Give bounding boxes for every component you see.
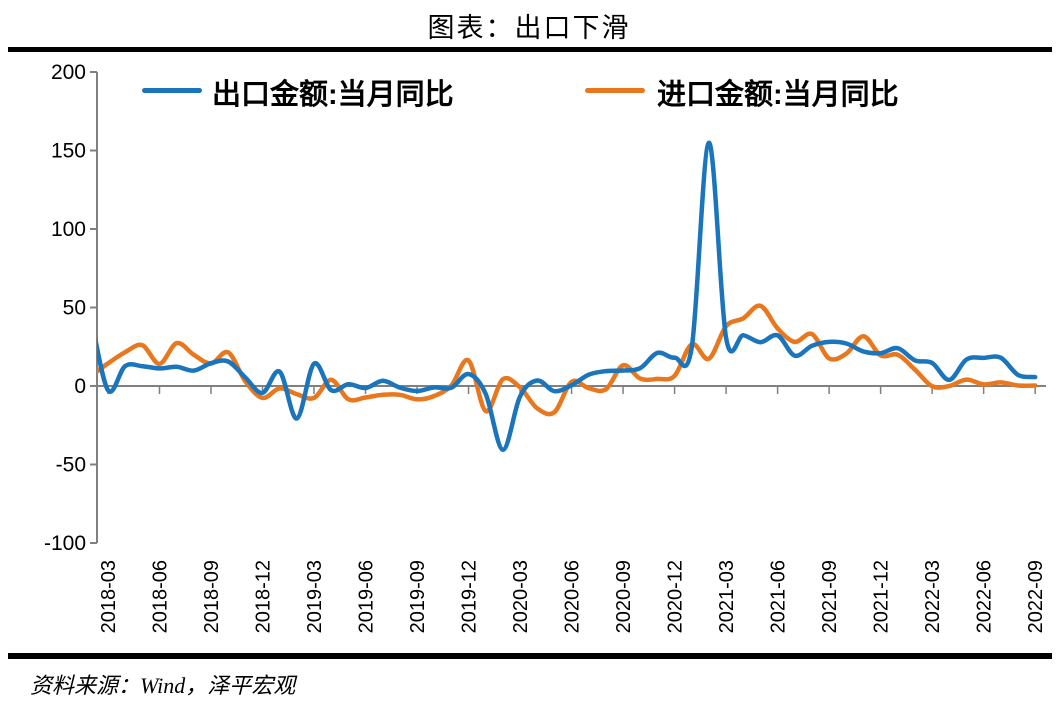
top-divider bbox=[8, 47, 1052, 52]
x-tick-label: 2018-06 bbox=[149, 560, 171, 633]
y-tick-label: 0 bbox=[74, 375, 86, 398]
series-line-import bbox=[97, 303, 1038, 417]
x-tick-label: 2020-03 bbox=[510, 560, 532, 633]
source-note: 资料来源：Wind，泽平宏观 bbox=[30, 673, 296, 698]
y-tick-label: 50 bbox=[63, 297, 86, 320]
x-tick-label: 2020-09 bbox=[613, 560, 635, 633]
x-tick-label: 2021-06 bbox=[768, 560, 790, 633]
y-tick-label: 150 bbox=[51, 140, 86, 163]
legend-item-import: 进口金额:当月同比 bbox=[585, 71, 945, 111]
x-tick-label: 2019-03 bbox=[304, 560, 326, 633]
y-tick-label: -50 bbox=[56, 454, 86, 477]
import-line-swatch bbox=[585, 88, 645, 93]
x-tick-label: 2020-12 bbox=[665, 560, 687, 633]
x-tick-label: 2022-09 bbox=[1025, 560, 1047, 633]
x-tick-label: 2019-06 bbox=[356, 560, 378, 633]
y-tick-label: 100 bbox=[51, 218, 86, 241]
bottom-divider bbox=[8, 653, 1052, 659]
x-tick-label: 2022-06 bbox=[974, 560, 996, 633]
export-line-swatch bbox=[142, 88, 202, 93]
x-tick-label: 2021-03 bbox=[716, 560, 738, 633]
series-line-export bbox=[97, 140, 1038, 452]
legend-label-import: 进口金额:当月同比 bbox=[657, 79, 899, 111]
x-tick-label: 2019-12 bbox=[459, 560, 481, 633]
y-tick-label: -100 bbox=[44, 532, 86, 555]
chart-title: 图表：出口下滑 bbox=[427, 13, 631, 43]
x-tick-label: 2018-03 bbox=[98, 560, 120, 633]
x-tick-label: 2019-09 bbox=[407, 560, 429, 633]
x-tick-label: 2018-12 bbox=[253, 560, 275, 633]
x-tick-label: 2018-09 bbox=[201, 560, 223, 633]
x-tick-label: 2022-03 bbox=[922, 560, 944, 633]
y-tick-label: 200 bbox=[51, 61, 86, 84]
x-tick-label: 2021-12 bbox=[871, 560, 893, 633]
legend-item-export: 出口金额:当月同比 bbox=[142, 71, 482, 111]
x-tick-label: 2021-09 bbox=[819, 560, 841, 633]
x-tick-label: 2020-06 bbox=[562, 560, 584, 633]
legend-label-export: 出口金额:当月同比 bbox=[212, 79, 454, 111]
